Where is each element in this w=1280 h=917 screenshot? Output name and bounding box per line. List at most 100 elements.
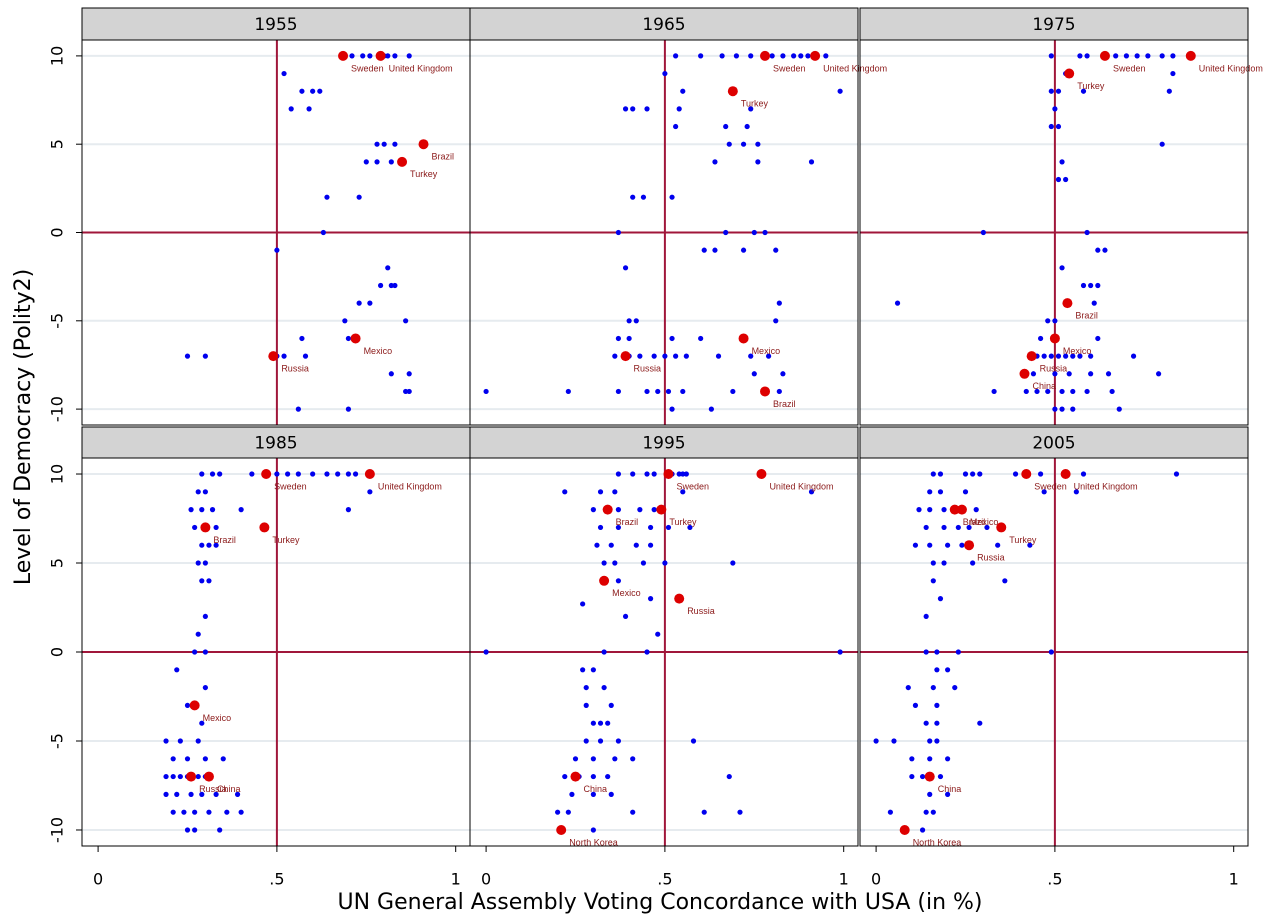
point [406,53,412,59]
point [615,738,622,744]
point [1088,282,1094,289]
x-tick-label: 0 [481,870,491,889]
point [1048,649,1054,655]
point [615,471,622,477]
y-tick-label: -5 [48,733,67,749]
point [192,827,198,833]
point [894,300,901,306]
point [1030,371,1037,377]
point [930,809,936,815]
point [959,542,965,548]
point [209,471,216,477]
point [751,371,757,377]
point [342,318,348,324]
point [381,141,387,147]
point [199,791,205,797]
point [601,684,607,691]
highlight-point [1064,68,1075,79]
point [206,542,212,548]
highlight-point [810,50,821,61]
point [1034,388,1040,395]
point [630,809,636,815]
y-tick-label: 0 [48,227,67,237]
point [977,720,983,726]
point [723,229,729,236]
point [712,247,718,253]
point [163,773,169,780]
panel-header [81,426,471,459]
panel-title: 1965 [642,15,685,35]
point [1159,141,1165,147]
point [1027,542,1033,548]
point [676,106,682,112]
point [665,388,672,395]
country-label: China [583,784,607,794]
point [1084,388,1090,395]
point [295,406,301,412]
point [773,318,779,324]
point [690,738,697,744]
highlight-point [570,771,581,782]
highlight-point [599,575,610,586]
point [238,809,244,815]
point [945,756,951,762]
point [202,489,208,495]
point [1166,88,1172,94]
country-label: China [217,784,241,794]
country-label: Russia [977,553,1005,563]
point [1170,53,1176,59]
point [195,489,201,495]
point [680,489,686,495]
point [1002,578,1008,584]
highlight-point [1062,298,1073,309]
point [891,738,897,744]
point [281,353,287,359]
country-label: Brazil [1075,311,1098,321]
point [320,229,326,236]
point [909,773,915,780]
point [170,809,176,815]
country-label: Sweden [351,63,384,73]
point [199,578,205,584]
point [1077,353,1083,359]
point [962,489,969,495]
point [1080,282,1087,289]
point [765,353,772,359]
point [608,791,614,797]
y-tick-label: -10 [48,817,67,843]
point [937,489,944,495]
point [295,471,301,477]
highlight-point [350,333,361,344]
point [927,756,933,762]
point [184,702,191,708]
point [195,773,201,780]
point [288,106,294,112]
point [181,809,187,815]
highlight-point [1185,50,1196,61]
point [388,282,394,289]
point [934,720,940,726]
highlight-point [261,469,272,480]
x-tick-label: 1 [1229,870,1239,889]
point [680,471,686,477]
point [1052,371,1058,377]
point [887,809,893,815]
point [622,613,629,620]
y-tick-label: -10 [48,396,67,422]
point [930,471,936,477]
point [1070,388,1076,395]
point [916,507,922,513]
highlight-point [259,522,270,533]
point [941,560,947,566]
point [299,88,305,94]
point [1041,353,1047,359]
point [1134,53,1140,59]
point [1059,406,1065,412]
point [572,756,579,762]
point [352,471,359,477]
point [1048,123,1054,130]
point [202,560,208,566]
panel-frame [859,457,1249,847]
point [1059,159,1065,165]
point [349,53,355,59]
